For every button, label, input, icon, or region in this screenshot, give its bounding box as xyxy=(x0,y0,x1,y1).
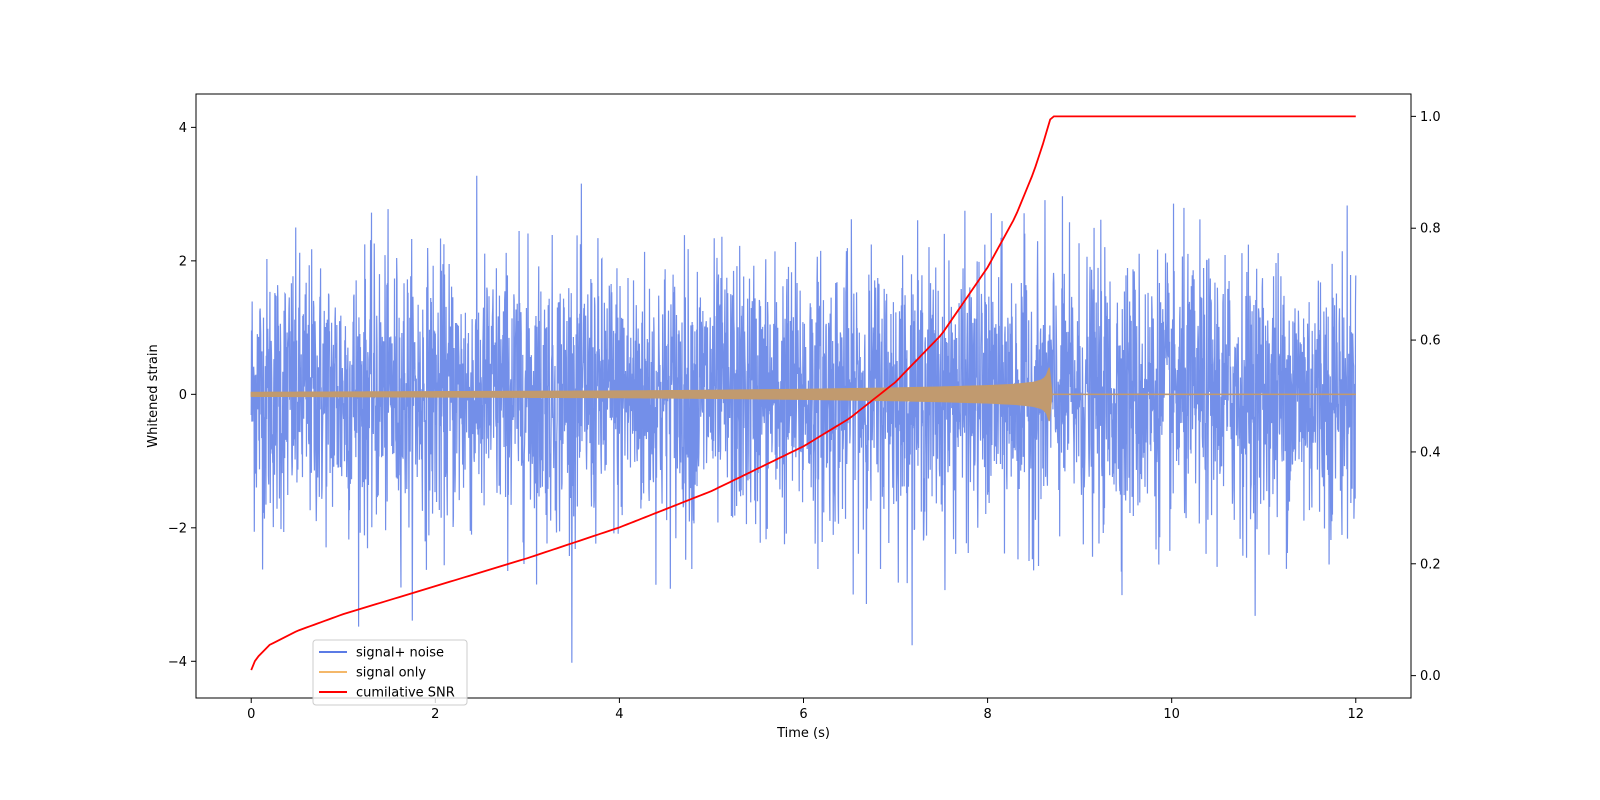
y-tick-label: −2 xyxy=(168,521,187,536)
x-tick-label: 6 xyxy=(799,707,807,722)
y-tick-label: 4 xyxy=(179,121,187,136)
x-tick-label: 2 xyxy=(431,707,439,722)
y2-tick-label: 0.4 xyxy=(1420,445,1441,460)
x-tick-label: 12 xyxy=(1347,707,1364,722)
y2-tick-label: 1.0 xyxy=(1420,110,1441,125)
series-cumulative-snr-line xyxy=(250,115,1356,671)
y2-tick-label: 0.8 xyxy=(1420,222,1441,237)
x-tick-label: 10 xyxy=(1163,707,1180,722)
x-tick-label: 8 xyxy=(983,707,991,722)
x-tick-label: 0 xyxy=(247,707,255,722)
x-axis-label: Time (s) xyxy=(776,726,830,741)
y2-tick-label: 0.2 xyxy=(1420,557,1441,572)
y-axis-label: Whitened strain xyxy=(146,344,161,447)
x-tick-label: 4 xyxy=(615,707,623,722)
series-signal-noise-line xyxy=(250,175,1357,663)
y-axis-left: −4 −2 0 2 4 xyxy=(168,121,196,670)
y-tick-label: −4 xyxy=(168,655,187,670)
y2-tick-label: 0.0 xyxy=(1420,669,1441,684)
y-tick-label: 0 xyxy=(179,388,187,403)
legend-label-signal-noise: signal+ noise xyxy=(356,646,444,661)
y-tick-label: 2 xyxy=(179,254,187,269)
y-axis-right: 0.0 0.2 0.4 0.6 0.8 1.0 xyxy=(1411,110,1441,684)
legend-box xyxy=(312,639,468,706)
legend-label-cumulative-snr: cumilative SNR xyxy=(356,686,455,701)
x-axis: 0 2 4 6 8 10 12 xyxy=(247,698,1364,722)
legend-label-signal-only: signal only xyxy=(356,666,426,681)
plot-area xyxy=(250,115,1357,671)
y2-tick-label: 0.6 xyxy=(1420,334,1441,349)
legend: signal+ noise signal only cumilative SNR xyxy=(312,639,468,706)
